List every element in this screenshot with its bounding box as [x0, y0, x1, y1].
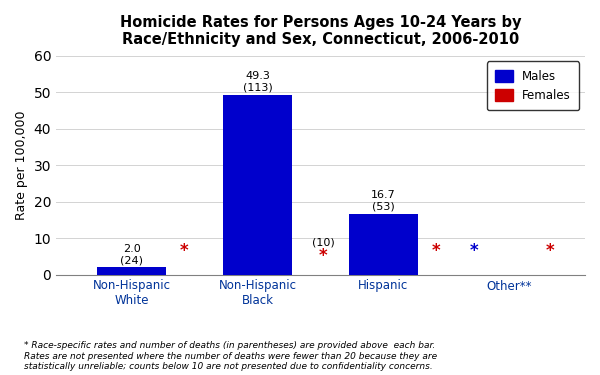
Text: *: *	[180, 242, 189, 260]
Text: *: *	[545, 242, 554, 260]
Y-axis label: Rate per 100,000: Rate per 100,000	[15, 110, 28, 220]
Bar	[223, 94, 292, 274]
Text: (10): (10)	[311, 237, 334, 247]
Text: 49.3
(113): 49.3 (113)	[242, 71, 272, 93]
Text: *: *	[470, 242, 478, 260]
Bar	[349, 214, 418, 274]
Bar	[97, 267, 166, 274]
Text: * Race-specific rates and number of deaths (in parentheses) are provided above  : * Race-specific rates and number of deat…	[24, 342, 437, 371]
Text: 16.7
(53): 16.7 (53)	[371, 190, 396, 212]
Text: 2.0
(24): 2.0 (24)	[120, 244, 143, 266]
Text: *: *	[432, 242, 441, 260]
Legend: Males, Females: Males, Females	[487, 62, 579, 110]
Title: Homicide Rates for Persons Ages 10-24 Years by
Race/Ethnicity and Sex, Connectic: Homicide Rates for Persons Ages 10-24 Ye…	[120, 15, 521, 47]
Text: *: *	[319, 248, 328, 266]
